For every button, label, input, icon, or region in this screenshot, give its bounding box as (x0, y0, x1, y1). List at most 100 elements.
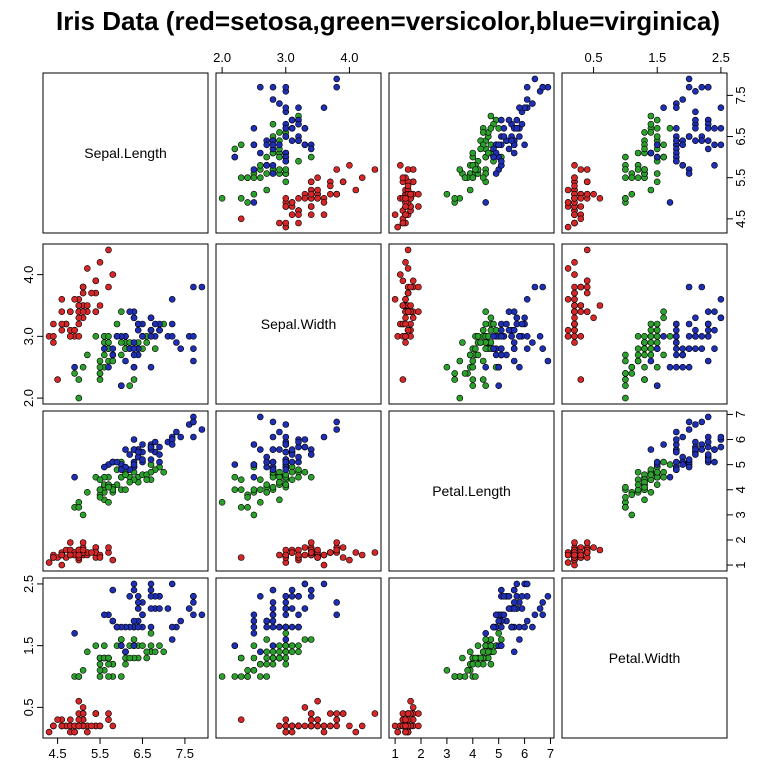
data-point-setosa (415, 203, 422, 210)
data-point-setosa (105, 544, 112, 551)
data-point-virginica (250, 166, 258, 173)
data-point-setosa (295, 551, 302, 559)
data-point-virginica (679, 96, 687, 103)
data-point-virginica (147, 326, 155, 334)
data-point-virginica (711, 141, 718, 149)
data-point-virginica (130, 617, 138, 625)
data-point-virginica (333, 426, 341, 433)
data-point-versicolor (105, 332, 112, 340)
data-point-virginica (666, 363, 674, 371)
data-point-setosa (276, 722, 283, 730)
data-point-setosa (407, 190, 414, 198)
data-point-virginica (263, 623, 271, 631)
data-point-versicolor (451, 370, 459, 377)
data-point-setosa (67, 332, 74, 340)
data-point-setosa (295, 195, 302, 202)
data-point-setosa (301, 551, 309, 559)
data-point-virginica (482, 199, 490, 206)
data-point-virginica (276, 100, 283, 107)
data-point-virginica (256, 592, 264, 600)
data-point-versicolor (105, 483, 112, 491)
data-point-virginica (295, 120, 302, 128)
data-point-versicolor (282, 481, 290, 489)
data-point-virginica (147, 363, 155, 371)
data-point-virginica (147, 623, 155, 631)
data-point-versicolor (79, 511, 87, 519)
data-point-versicolor (237, 476, 245, 484)
data-point-virginica (173, 339, 180, 346)
data-point-setosa (358, 174, 366, 181)
data-point-versicolor (666, 125, 674, 132)
data-point-setosa (402, 320, 409, 328)
data-point-virginica (231, 642, 239, 650)
data-point-virginica (518, 320, 526, 328)
data-point-virginica (295, 438, 302, 446)
data-point-setosa (571, 539, 578, 546)
data-point-virginica (288, 605, 296, 612)
data-point-virginica (198, 611, 206, 619)
data-point-virginica (269, 96, 277, 103)
data-point-virginica (105, 363, 112, 371)
data-point-setosa (404, 710, 412, 717)
data-point-versicolor (269, 120, 277, 128)
data-point-virginica (685, 332, 693, 340)
data-point-versicolor (622, 382, 629, 390)
data-point-setosa (79, 704, 87, 711)
data-point-virginica (147, 332, 155, 340)
tick-label: 1 (391, 746, 398, 761)
data-point-versicolor (263, 648, 271, 656)
data-point-virginica (679, 461, 687, 468)
data-point-setosa (45, 728, 53, 736)
data-point-setosa (50, 554, 57, 561)
tick-label: 1.5 (21, 637, 36, 655)
data-point-setosa (339, 710, 347, 717)
data-point-virginica (168, 295, 176, 303)
data-point-virginica (269, 623, 277, 631)
data-point-virginica (497, 351, 505, 359)
data-point-versicolor (105, 673, 112, 680)
data-point-virginica (269, 418, 277, 426)
data-point-setosa (75, 722, 83, 730)
data-point-setosa (564, 332, 572, 340)
data-point-setosa (79, 308, 87, 316)
data-point-versicolor (276, 129, 283, 136)
data-point-setosa (307, 211, 315, 218)
data-point-versicolor (237, 503, 245, 511)
data-point-versicolor (295, 642, 302, 650)
data-point-versicolor (276, 496, 283, 504)
data-point-virginica (118, 466, 125, 474)
data-point-virginica (666, 473, 674, 481)
data-point-setosa (288, 549, 296, 556)
data-point-virginica (109, 586, 117, 594)
data-point-virginica (497, 116, 505, 124)
data-point-virginica (704, 137, 712, 144)
data-point-virginica (521, 141, 528, 149)
data-point-versicolor (474, 660, 482, 668)
data-point-setosa (415, 308, 422, 316)
data-point-setosa (307, 190, 315, 198)
data-point-versicolor (474, 642, 482, 650)
data-point-virginica (685, 345, 693, 353)
data-point-versicolor (622, 351, 629, 359)
data-point-virginica (295, 623, 302, 631)
data-point-virginica (510, 345, 518, 353)
data-point-setosa (50, 339, 57, 346)
data-point-setosa (571, 551, 578, 559)
data-point-virginica (250, 629, 258, 637)
data-point-setosa (415, 190, 422, 198)
data-point-setosa (75, 314, 83, 322)
data-point-versicolor (101, 351, 108, 359)
data-point-versicolor (307, 473, 315, 481)
data-point-virginica (672, 466, 680, 474)
data-point-versicolor (487, 326, 495, 334)
data-point-versicolor (660, 308, 667, 316)
panel-border (42, 410, 209, 572)
data-point-virginica (536, 605, 544, 612)
data-point-versicolor (622, 394, 629, 402)
panel-border (388, 243, 555, 405)
data-point-virginica (653, 153, 661, 161)
data-point-virginica (151, 320, 159, 328)
data-point-versicolor (479, 174, 487, 181)
data-point-virginica (653, 458, 661, 466)
data-point-virginica (282, 441, 290, 448)
